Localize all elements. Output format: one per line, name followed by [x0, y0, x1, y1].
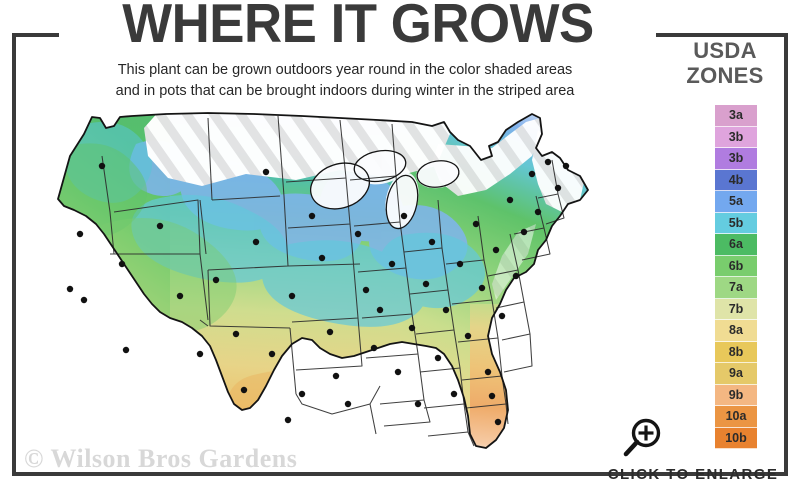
zone-swatch-7a: 7a: [715, 277, 757, 299]
frame-right-border: [784, 33, 788, 476]
zone-swatch-7b: 7b: [715, 298, 757, 320]
zone-swatch-label: 10a: [725, 409, 747, 424]
zone-swatch-4b: 4b: [715, 169, 757, 191]
zone-swatch-10a: 10a: [715, 406, 757, 428]
zone-swatch-6a: 6a: [715, 234, 757, 256]
subtitle-text: This plant can be grown outdoors year ro…: [40, 60, 650, 102]
zone-swatch-3a: 3a: [715, 105, 757, 127]
usda-zone-legend: 3a 3b 3b 4b 5a 5b 6a 6b 7a 7b 8a 8b 9a 9b 10a 10b: [715, 105, 757, 449]
zone-swatch-3b-1: 3b: [715, 126, 757, 148]
zone-swatch-label: 6b: [728, 258, 744, 273]
frame-bottom-border: [12, 472, 788, 476]
zone-swatch-label: 8b: [728, 344, 744, 359]
zone-swatch-label: 3b: [728, 151, 744, 166]
subtitle-line-1: This plant can be grown outdoors year ro…: [117, 62, 573, 78]
subtitle-line-2: and in pots that can be brought indoors …: [115, 83, 575, 99]
zone-swatch-label: 9a: [729, 366, 743, 381]
legend-title: USDA ZONES: [668, 38, 782, 88]
frame-top-right-stub: [656, 33, 788, 37]
legend-title-line-1: USDA: [693, 38, 757, 63]
zone-swatch-label: 6a: [729, 237, 743, 252]
zone-swatch-5a: 5a: [715, 191, 757, 213]
watermark-credit: © Wilson Bros Gardens: [24, 444, 298, 473]
zone-swatch-8a: 8a: [715, 320, 757, 342]
zone-swatch-5b: 5b: [715, 212, 757, 234]
zone-swatch-label: 3b: [728, 129, 744, 144]
magnifier-plus-icon[interactable]: [620, 418, 664, 458]
zone-swatch-label: 8a: [729, 323, 743, 338]
page-title: WHERE IT GROWS: [122, 0, 594, 54]
zone-swatch-label: 7a: [729, 280, 743, 295]
usda-hardiness-zone-map[interactable]: [40, 104, 660, 464]
zone-swatch-8b: 8b: [715, 341, 757, 363]
city-dots: [66, 158, 570, 426]
zone-swatch-6b: 6b: [715, 255, 757, 277]
zone-swatch-label: 5a: [729, 194, 743, 209]
frame-left-border: [12, 33, 16, 476]
zone-swatch-9b: 9b: [715, 384, 757, 406]
zone-swatch-label: 3a: [729, 108, 743, 123]
zone-swatch-label: 5b: [728, 215, 744, 230]
frame-top-left-stub: [12, 33, 59, 37]
zone-swatch-3b-2: 3b: [715, 148, 757, 170]
zone-swatch-label: 9b: [728, 387, 744, 402]
click-to-enlarge-label[interactable]: CLICK TO ENLARGE: [607, 466, 779, 483]
legend-title-line-2: ZONES: [686, 63, 764, 88]
zone-swatch-label: 4b: [728, 172, 744, 187]
zone-swatch-9a: 9a: [715, 363, 757, 385]
zone-swatch-label: 7b: [728, 301, 744, 316]
zone-swatch-label: 10b: [725, 430, 747, 445]
zone-swatch-10b: 10b: [715, 427, 757, 449]
